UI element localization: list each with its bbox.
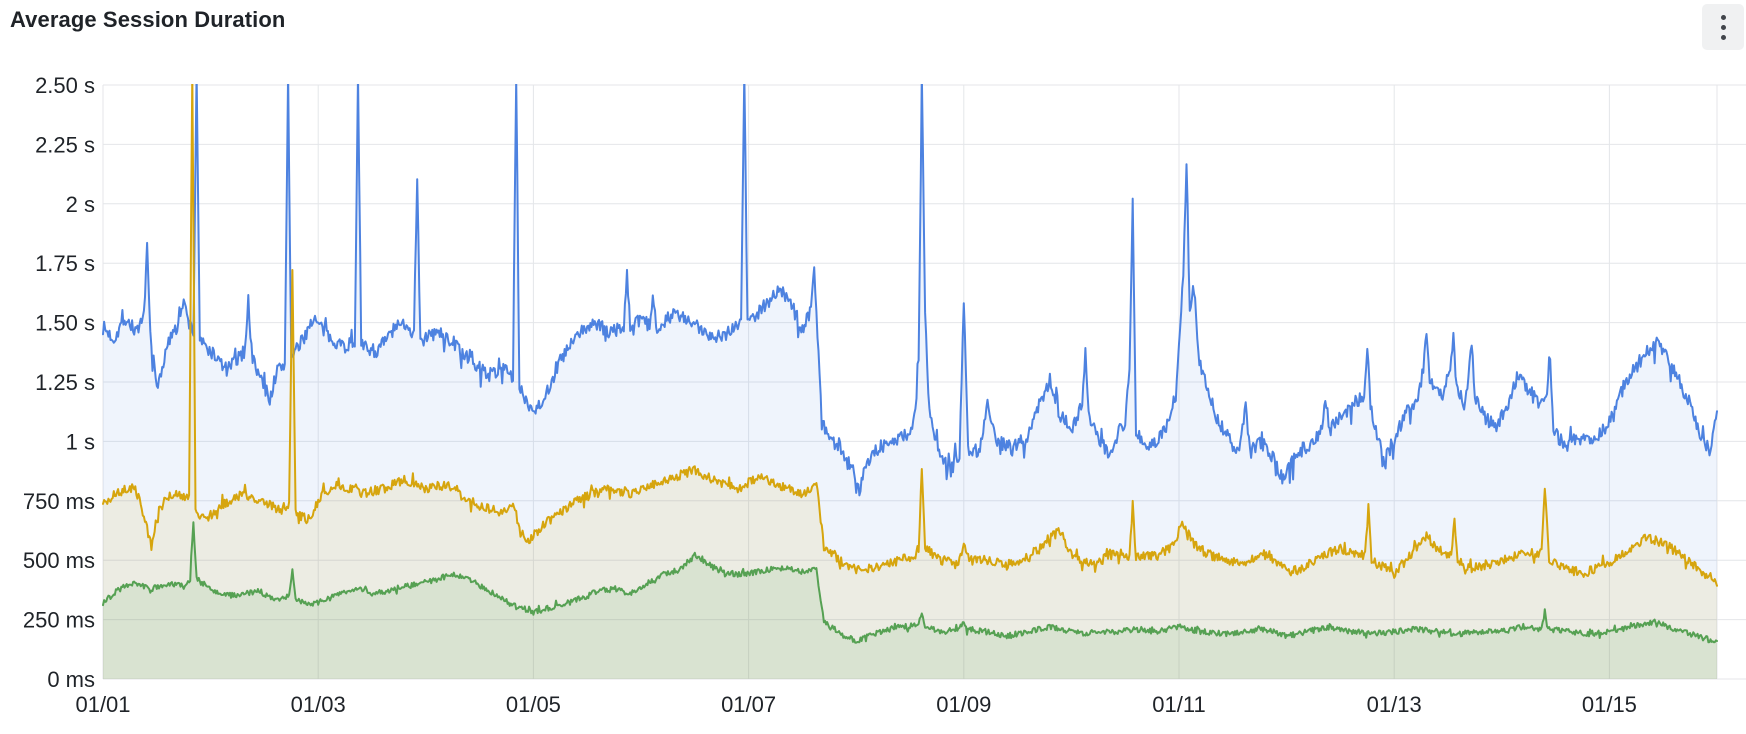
series-line-green — [102, 521, 1718, 644]
x-tick-label: 01/13 — [1367, 692, 1422, 717]
kebab-vertical-icon — [1720, 14, 1726, 40]
x-tick-label: 01/07 — [721, 692, 776, 717]
series-line-blue — [102, 84, 1718, 497]
y-tick-label: 750 ms — [23, 489, 95, 514]
series-area-yellow — [103, 84, 1717, 679]
gridlines — [102, 84, 1746, 680]
x-tick-label: 01/03 — [291, 692, 346, 717]
series-areas — [103, 84, 1717, 679]
y-tick-label: 2.25 s — [35, 132, 95, 157]
series-area-green — [103, 522, 1717, 679]
x-axis-labels: 01/01 01/03 01/05 01/07 01/09 01/11 01/13 01/15 — [75, 692, 1636, 717]
y-tick-label: 1 s — [66, 429, 95, 454]
x-tick-label: 01/01 — [75, 692, 130, 717]
y-tick-label: 2.50 s — [35, 73, 95, 98]
panel-menu-button[interactable] — [1702, 4, 1744, 50]
y-tick-label: 0 ms — [47, 667, 95, 692]
series-line-yellow — [102, 84, 1718, 587]
panel-title[interactable]: Average Session Duration — [10, 7, 286, 32]
series-area-blue — [103, 84, 1717, 679]
y-tick-label: 250 ms — [23, 608, 95, 633]
y-tick-label: 1.25 s — [35, 370, 95, 395]
y-tick-label: 1.50 s — [35, 311, 95, 336]
x-tick-label: 01/11 — [1152, 692, 1205, 717]
x-tick-label: 01/09 — [936, 692, 991, 717]
y-tick-label: 1.75 s — [35, 251, 95, 276]
x-tick-label: 01/05 — [506, 692, 561, 717]
x-tick-label: 01/15 — [1582, 692, 1637, 717]
series-lines — [102, 84, 1718, 644]
y-tick-label: 500 ms — [23, 548, 95, 573]
y-tick-label: 2 s — [66, 192, 95, 217]
y-axis-labels: 2.50 s 2.25 s 2 s 1.75 s 1.50 s 1.25 s 1 s 750 … — [23, 73, 95, 692]
